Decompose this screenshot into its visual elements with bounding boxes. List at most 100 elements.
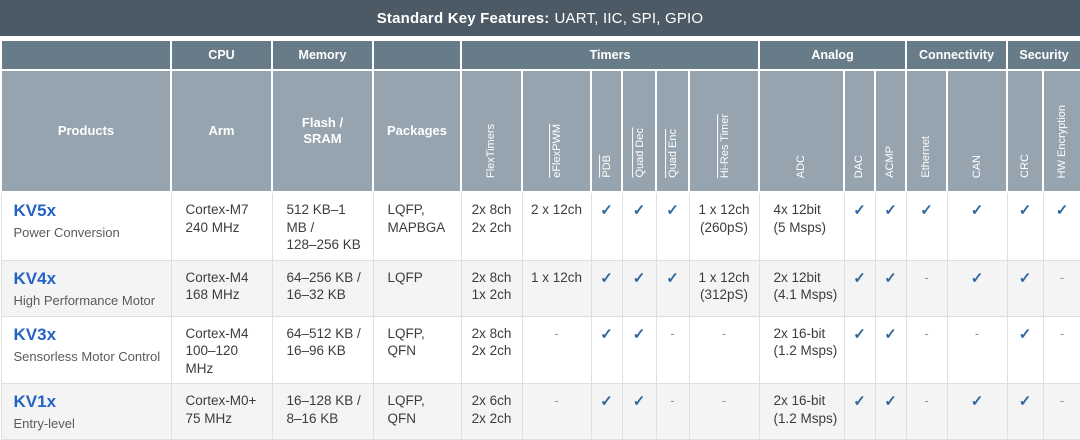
feature-value-cell: Cortex-M4 100–120 MHz (170, 315, 273, 385)
dash-placeholder: - (1059, 269, 1065, 285)
feature-value-cell: LQFP, MAPBGA (372, 191, 462, 261)
feature-supported-cell: ✓ (874, 383, 907, 440)
product-cell: KV3x Sensorless Motor Control (0, 315, 172, 385)
feature-value-cell: LQFP, QFN (372, 315, 462, 385)
group-header-spacer (372, 39, 462, 71)
feature-unavailable-cell: - (1042, 259, 1080, 317)
feature-value-cell: 2x 8ch 1x 2ch (460, 259, 523, 317)
feature-value-cell: Cortex-M7 240 MHz (170, 191, 273, 261)
check-icon: ✓ (600, 202, 613, 219)
check-icon: ✓ (853, 202, 866, 219)
feature-supported-cell: ✓ (590, 383, 623, 440)
feature-value-cell: 16–128 KB / 8–16 KB (271, 383, 374, 440)
col-header-label: Packages (387, 122, 447, 138)
feature-supported-cell: ✓ (843, 191, 876, 261)
feature-unavailable-cell: - (655, 383, 690, 440)
group-header-timers: Timers (459, 39, 761, 71)
product-link-kv1x[interactable]: KV1x (13, 392, 57, 412)
feature-unavailable-cell: - (905, 315, 948, 385)
feature-supported-cell: ✓ (1006, 383, 1044, 440)
feature-supported-cell: ✓ (874, 315, 907, 385)
feature-supported-cell: ✓ (655, 191, 690, 261)
feature-supported-cell: ✓ (1006, 191, 1044, 261)
check-icon: ✓ (632, 325, 646, 343)
check-icon: ✓ (970, 393, 984, 411)
dash-placeholder: - (924, 325, 929, 341)
feature-supported-cell: ✓ (621, 259, 657, 317)
col-header-eflexpwm[interactable]: eFlexPWM (521, 69, 592, 193)
feature-unavailable-cell: - (521, 383, 592, 440)
col-header-label[interactable]: PDB (599, 155, 614, 178)
col-header-label: FlexTimers (485, 124, 498, 178)
dash-placeholder: - (924, 393, 929, 409)
feature-unavailable-cell: - (688, 315, 760, 385)
column-header-row: Products Arm Flash / SRAM Packages FlexTimer… (0, 69, 1080, 193)
dash-placeholder: - (974, 325, 980, 341)
check-icon: ✓ (853, 325, 866, 343)
col-header-label[interactable]: Hi-Res Timer (716, 113, 732, 178)
col-header-quad-dec[interactable]: Quad Dec (621, 69, 657, 193)
kv-family-feature-table: CPU Memory Timers Analog Connectivity Securit… (0, 39, 1080, 440)
feature-supported-cell: ✓ (874, 259, 907, 317)
check-icon: ✓ (600, 325, 613, 343)
feature-supported-cell: ✓ (843, 383, 876, 440)
col-header-label: CAN (970, 154, 983, 178)
dash-placeholder: - (924, 269, 929, 285)
feature-value-cell: 512 KB–1 MB / 128–256 KB (271, 191, 374, 261)
group-header-row: CPU Memory Timers Analog Connectivity Securit… (0, 39, 1080, 71)
check-icon: ✓ (632, 393, 646, 411)
product-subtitle: High Performance Motor (13, 292, 156, 308)
product-cell: KV4x High Performance Motor (0, 259, 172, 317)
feature-supported-cell: ✓ (843, 315, 876, 385)
col-header-crc: CRC (1006, 69, 1045, 193)
col-header-flextimers: FlexTimers (460, 69, 523, 193)
col-header-can: CAN (946, 69, 1009, 193)
check-icon: ✓ (970, 269, 984, 287)
feature-value-cell: 1 x 12ch (521, 259, 592, 317)
feature-supported-cell: ✓ (621, 191, 657, 261)
product-link-kv4x[interactable]: KV4x (13, 268, 57, 288)
col-header-label: ADC (795, 154, 808, 178)
feature-value-cell: Cortex-M0+ 75 MHz (170, 383, 273, 440)
col-header-label[interactable]: Quad Enc (665, 129, 680, 178)
check-icon: ✓ (884, 202, 897, 219)
col-header-pdb[interactable]: PDB (590, 69, 623, 193)
check-icon: ✓ (884, 325, 897, 343)
col-header-label[interactable]: Quad Dec (631, 128, 647, 178)
group-header-cpu: CPU (170, 39, 273, 71)
col-header-label: CRC (1019, 154, 1031, 178)
feature-supported-cell: ✓ (590, 259, 623, 317)
group-header-connectivity: Connectivity (905, 39, 1009, 71)
feature-unavailable-cell: - (905, 259, 948, 317)
product-link-kv3x[interactable]: KV3x (13, 324, 57, 344)
product-subtitle: Power Conversion (13, 225, 120, 241)
product-subtitle: Entry-level (13, 416, 75, 432)
col-header-arm: Arm (170, 69, 273, 193)
check-icon: ✓ (1018, 202, 1032, 219)
feature-unavailable-cell: - (1042, 383, 1080, 440)
feature-value-cell: 4x 12bit (5 Msps) (758, 191, 845, 261)
col-header-hi-res-timer[interactable]: Hi-Res Timer (687, 69, 761, 193)
feature-supported-cell: ✓ (843, 259, 876, 317)
col-header-adc: ADC (758, 69, 846, 193)
feature-value-cell: LQFP, QFN (372, 383, 462, 440)
feature-value-cell: 2x 16-bit (1.2 Msps) (758, 383, 845, 440)
check-icon: ✓ (632, 269, 646, 287)
check-icon: ✓ (920, 202, 933, 219)
feature-value-cell: 2x 16-bit (1.2 Msps) (758, 315, 845, 385)
feature-unavailable-cell: - (1042, 315, 1080, 385)
check-icon: ✓ (970, 202, 984, 219)
feature-value-cell: 2 x 12ch (521, 191, 592, 261)
feature-supported-cell: ✓ (905, 191, 948, 261)
feature-supported-cell: ✓ (1006, 259, 1044, 317)
col-header-acmp: ACMP (874, 69, 908, 193)
check-icon: ✓ (1055, 202, 1069, 219)
col-header-quad-enc[interactable]: Quad Enc (655, 69, 690, 193)
feature-supported-cell: ✓ (1042, 191, 1080, 261)
col-header-label: Ethernet (920, 136, 933, 178)
col-header-packages: Packages (372, 69, 462, 193)
group-header-spacer (0, 39, 172, 71)
col-header-label[interactable]: eFlexPWM (549, 124, 564, 178)
feature-unavailable-cell: - (688, 383, 760, 440)
product-link-kv5x[interactable]: KV5x (13, 201, 57, 220)
